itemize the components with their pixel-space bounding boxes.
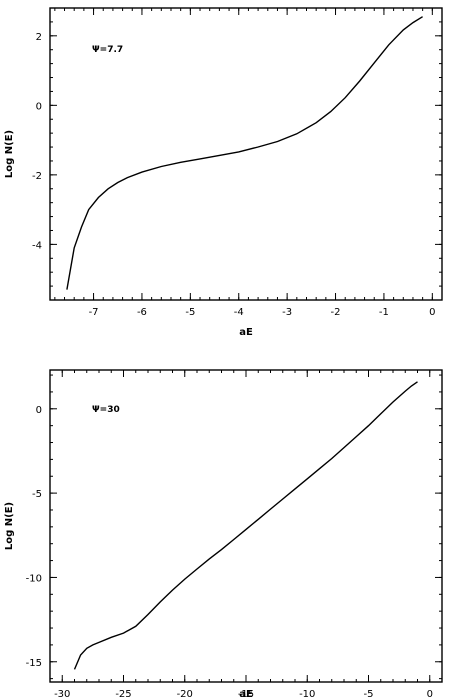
top-x-tick-label: -3 [282, 307, 292, 318]
top-x-tick-label: -2 [331, 307, 341, 318]
bottom-x-tick-label: -15 [238, 689, 254, 700]
top-chart-panel: -7 -6 -5 -4 -3 -2 -1 0 -4 -2 0 2 Ψ=7.7 aE Log N(E) [4, 7, 443, 338]
top-x-tick-label: -5 [185, 307, 195, 318]
bottom-x-tick-label: -20 [177, 689, 193, 700]
bottom-x-tick-label: -5 [364, 689, 374, 700]
top-x-tick-label: -1 [379, 307, 389, 318]
bottom-y-tick-label: 0 [36, 405, 42, 416]
bottom-x-tick-label: 0 [427, 689, 433, 700]
bottom-chart-panel: -30 -25 -20 -15 -10 -5 0 -15 -10 -5 0 Ψ=30 aE Log… [4, 369, 443, 700]
bottom-x-tick-label: -10 [299, 689, 315, 700]
top-y-tick-label: 0 [36, 101, 42, 112]
bottom-plot-frame [49, 369, 443, 683]
top-y-tick-label: -4 [32, 240, 42, 251]
top-y-axis-label: Log N(E) [4, 130, 15, 178]
top-x-tick-label: -4 [234, 307, 244, 318]
bottom-axis-ticks [49, 370, 443, 682]
bottom-psi-annotation: Ψ=30 [92, 405, 120, 415]
top-x-axis-label: aE [239, 327, 253, 338]
top-x-tick-labels: -7 -6 -5 -4 -3 -2 -1 0 [89, 307, 436, 318]
top-y-tick-labels: -4 -2 0 2 [32, 32, 42, 252]
bottom-y-tick-label: -5 [32, 489, 42, 500]
bottom-y-tick-label: -10 [26, 573, 42, 584]
top-series-line [66, 16, 423, 290]
top-axis-ticks [50, 7, 443, 300]
bottom-series-line [73, 381, 418, 670]
top-plot-frame [49, 7, 443, 301]
bottom-y-tick-label: -15 [26, 658, 42, 669]
top-y-tick-label: -2 [32, 171, 42, 182]
bottom-x-axis-label: aE [239, 689, 253, 700]
bottom-x-tick-label: -30 [54, 689, 70, 700]
bottom-y-axis-label: Log N(E) [4, 502, 15, 550]
bottom-x-tick-labels: -30 -25 -20 -15 -10 -5 0 [54, 689, 433, 700]
top-psi-annotation: Ψ=7.7 [92, 45, 123, 55]
top-y-tick-label: 2 [36, 32, 42, 43]
bottom-x-tick-label: -25 [115, 689, 131, 700]
top-x-tick-label: -7 [89, 307, 99, 318]
top-x-tick-label: -6 [137, 307, 147, 318]
top-x-tick-label: 0 [429, 307, 435, 318]
bottom-y-tick-labels: -15 -10 -5 0 [26, 405, 42, 669]
